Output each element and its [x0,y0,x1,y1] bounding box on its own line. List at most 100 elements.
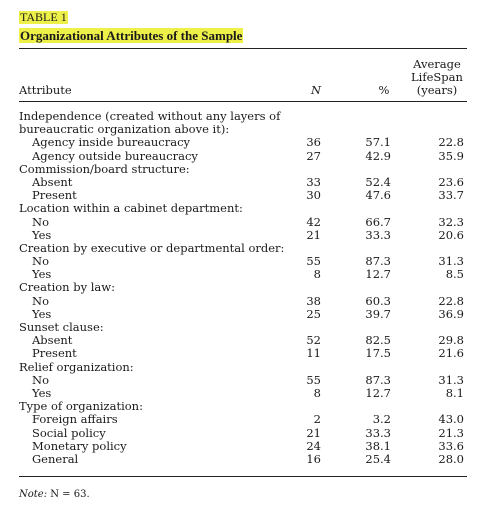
cell-percent: 33.3 [365,425,391,440]
lifespan-header-line: (years) [416,83,458,97]
top-rule [19,48,467,49]
category-row: Commission/board structure: [19,161,467,176]
row-label: No [32,293,49,308]
row-label: Absent [32,174,73,189]
table-row: Social policy 21 33.3 21.3 [19,425,467,440]
cell-n: 42 [306,214,321,229]
cell-percent: 42.9 [365,148,391,163]
cell-n: 36 [306,135,321,150]
cell-n: 11 [306,346,321,361]
table-row: Yes 25 39.7 36.9 [19,306,467,321]
cell-lifespan: 32.3 [438,214,464,229]
lifespan-header-line: Average [413,57,461,71]
category-row: Independence (created without any layers… [19,109,467,123]
table-header: Attribute N % Average LifeSpan (years) [19,49,467,101]
row-label: Foreign affairs [32,412,118,427]
cell-lifespan: 43.0 [438,412,464,427]
row-label: Absent [32,333,73,348]
row-label: Yes [32,385,52,400]
bottom-rule [19,476,467,478]
table-row: Agency outside bureaucracy 27 42.9 35.9 [19,148,467,163]
category-row: Relief organization: [19,359,467,374]
cell-n: 21 [306,425,321,440]
row-label: Yes [32,267,52,282]
table-row: Yes 8 12.7 8.1 [19,385,467,400]
cell-percent: 82.5 [365,333,391,348]
cell-lifespan: 23.6 [438,174,464,189]
cell-n: 16 [306,451,321,466]
cell-percent: 25.4 [365,451,391,466]
cell-n: 27 [306,148,321,163]
table-row: General 16 25.4 28.0 [19,451,467,466]
cell-n: 2 [313,412,321,427]
cell-lifespan: 21.3 [438,425,464,440]
row-label: Creation by law: [19,280,116,295]
cell-percent: 12.7 [365,385,391,400]
cell-percent: 87.3 [365,254,391,269]
row-label: Relief organization: [19,359,134,374]
lifespan-header-line: LifeSpan [411,70,463,84]
row-label: Yes [32,227,52,242]
table-row: Absent 52 82.5 29.8 [19,333,467,348]
table-row: Agency inside bureaucracy 36 57.1 22.8 [19,136,467,149]
row-label: Type of organization: [19,399,143,414]
cell-lifespan: 20.6 [438,227,464,242]
table-label: TABLE 1 [19,10,68,24]
row-label: Present [32,188,77,203]
row-label: Agency inside bureaucracy [32,135,191,150]
row-label: Location within a cabinet department: [19,201,243,216]
cell-lifespan: 22.8 [438,293,464,308]
table-row: No 55 87.3 31.3 [19,254,467,269]
row-label: Agency outside bureaucracy [32,148,198,163]
cell-n: 52 [306,333,321,348]
row-label: Commission/board structure: [19,161,190,176]
cell-lifespan: 33.7 [438,188,464,203]
cell-lifespan: 21.6 [438,346,464,361]
document: TABLE 1 Organizational Attributes of the… [19,6,467,500]
cell-lifespan: 31.3 [438,254,464,269]
cell-n: 24 [306,438,321,453]
row-label: Monetary policy [32,438,127,453]
row-label: Creation by executive or departmental or… [19,240,285,255]
category-row: bureaucratic organization above it): [19,122,467,137]
table-row: Monetary policy 24 38.1 33.6 [19,438,467,453]
category-row: Location within a cabinet department: [19,202,467,215]
table-row: Present 11 17.5 21.6 [19,347,467,360]
table-note: Note: N = 63. [19,489,467,500]
row-label: bureaucratic organization above it): [19,122,230,137]
header-rule [19,101,467,102]
cell-lifespan: 22.8 [438,135,464,150]
cell-n: 8 [313,267,321,282]
row-label: Social policy [32,425,106,440]
table-row: No 42 66.7 32.3 [19,214,467,229]
cell-percent: 66.7 [365,214,391,229]
row-label: Sunset clause: [19,320,104,334]
cell-percent: 38.1 [365,438,391,453]
category-row: Creation by law: [19,281,467,294]
cell-percent: 17.5 [365,346,391,361]
category-row: Sunset clause: [19,320,467,334]
note-label: Note: [19,489,48,501]
cell-n: 38 [306,293,321,308]
table-row: Foreign affairs 2 3.2 43.0 [19,413,467,426]
cell-n: 33 [306,174,321,189]
row-label: No [32,214,49,229]
cell-lifespan: 36.9 [438,306,464,321]
table-row: Yes 8 12.7 8.5 [19,268,467,281]
cell-lifespan: 33.6 [438,438,464,453]
cell-n: 30 [306,188,321,203]
cell-n: 55 [306,372,321,387]
cell-percent: 57.1 [365,135,391,150]
cell-percent: 12.7 [365,267,391,282]
cell-percent: 3.2 [372,412,391,427]
cell-lifespan: 29.8 [438,333,464,348]
row-label: Yes [32,306,52,321]
table-caption: TABLE 1 Organizational Attributes of the… [19,6,467,44]
table-body: Independence (created without any layers… [19,102,467,466]
cell-lifespan: 8.1 [445,385,464,400]
cell-lifespan: 31.3 [438,372,464,387]
cell-percent: 87.3 [365,372,391,387]
cell-n: 25 [306,306,321,321]
category-row: Type of organization: [19,399,467,414]
cell-n: 55 [306,254,321,269]
